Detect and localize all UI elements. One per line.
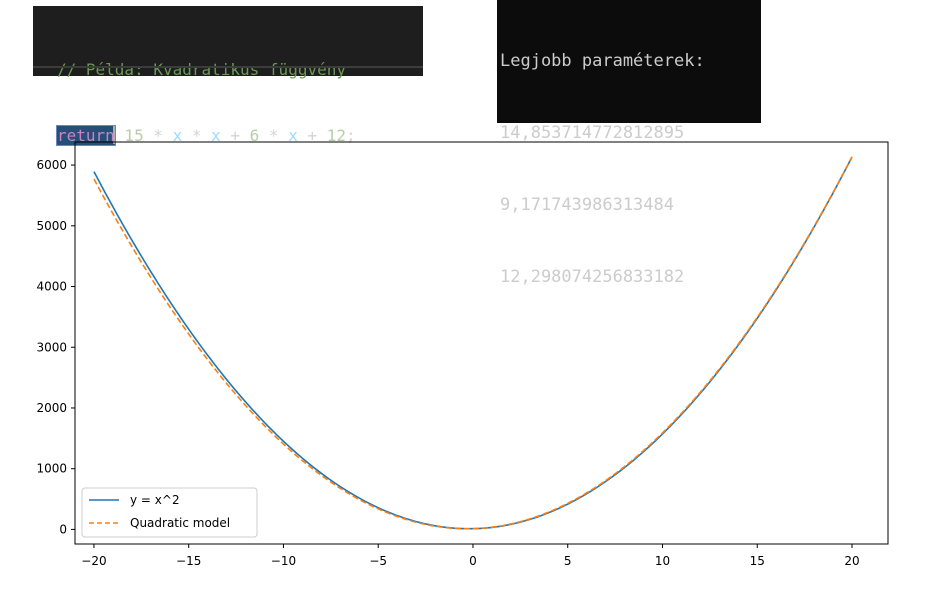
console-line-param-a: 14,853714772812895 [500, 123, 685, 143]
code-token: * [182, 126, 202, 145]
legend-box [81, 487, 258, 538]
y-tick-label: 1000 [36, 462, 67, 476]
y-tick-label: 5000 [36, 219, 67, 233]
x-tick-label: 10 [655, 554, 670, 568]
chart-axes: −20 −15 −10 −5 0 5 10 15 20 0 1000 2000 3000 4000 5000… [36, 158, 859, 568]
y-tick-label: 6000 [36, 158, 67, 172]
x-tick-label: −20 [81, 554, 106, 568]
return-keyword: return [56, 125, 116, 146]
code-return-line[interactable]: return 15 * x * x + 6 * x + 12; [56, 125, 423, 147]
chart-curves [93, 156, 853, 530]
chart-legend: y = x^2 Quadratic model [81, 487, 258, 538]
console-output: Legjobb paraméterek: 14,853714772812895 … [497, 0, 761, 287]
y-tick-label: 4000 [36, 280, 67, 294]
code-token: x [278, 126, 298, 145]
x-tick-label: −10 [271, 554, 296, 568]
code-editor-snippet: // Példa: Kvadratikus függvény return 15… [33, 6, 423, 146]
x-tick-label: 15 [750, 554, 765, 568]
code-token: * [259, 126, 279, 145]
plot-frame [74, 141, 889, 545]
console-line-header: Legjobb paraméterek: [500, 51, 705, 71]
legend-label-series-1: y = x^2 [130, 493, 180, 507]
legend-label-series-2: Quadratic model [130, 516, 230, 530]
code-token: 15 [114, 126, 144, 145]
code-token: * [143, 126, 163, 145]
code-comment: // Példa: Kvadratikus függvény [57, 60, 346, 79]
x-tick-label: −15 [176, 554, 201, 568]
code-token: ; [346, 126, 356, 145]
code-token: + [220, 126, 241, 145]
code-comment-line: // Példa: Kvadratikus függvény [57, 59, 423, 81]
x-tick-label: 20 [844, 554, 859, 568]
code-token: + [297, 126, 318, 145]
x-tick-label: −5 [369, 554, 387, 568]
y-tick-label: 0 [59, 522, 67, 536]
console-line-param-b: 9,171743986313484 [500, 195, 674, 215]
x-tick-label: 0 [469, 554, 477, 568]
text-cursor [112, 126, 115, 144]
editor-divider [33, 66, 423, 68]
y-tick-label: 2000 [36, 401, 67, 415]
code-token: x [201, 126, 221, 145]
series-line-2 [93, 156, 853, 530]
code-token: 6 [240, 126, 260, 145]
console-line-param-c: 12,298074256833182 [500, 267, 685, 287]
x-tick-label: 5 [564, 554, 572, 568]
y-tick-label: 3000 [36, 340, 67, 354]
code-token: x [162, 126, 183, 145]
code-token: 12 [317, 126, 346, 145]
